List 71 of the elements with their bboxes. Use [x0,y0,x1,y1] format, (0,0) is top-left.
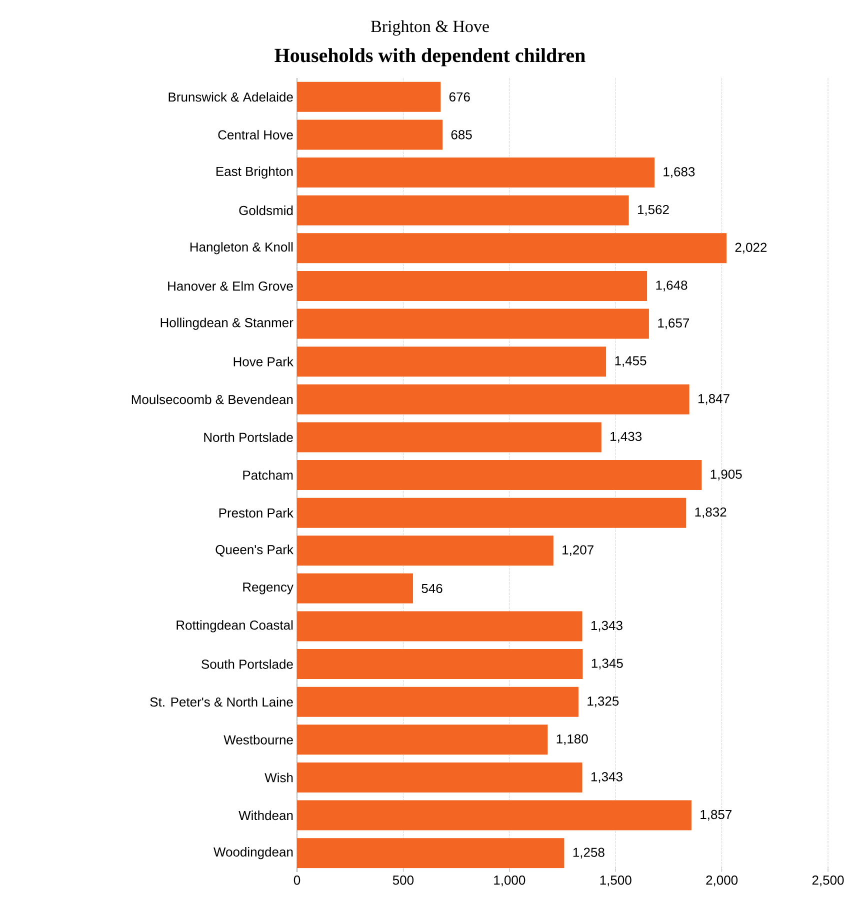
bar [297,120,442,150]
bar [297,82,441,112]
y-tick-label: Patcham [243,470,293,480]
y-tick-label: Withdean [238,810,293,820]
x-tick-label: 2,500 [812,876,844,886]
y-tick-label: North Portslade [204,432,293,442]
y-tick-label: Woodingdean [214,847,293,860]
bar [297,498,686,528]
data-label: 1,455 [615,356,646,367]
data-label: 1,343 [591,620,622,632]
data-label: 1,433 [610,432,642,443]
bar [297,233,726,264]
y-tick-label: Hanover & Elm Grove [168,281,293,291]
data-label: 1,562 [638,204,669,216]
bar [297,308,649,339]
data-label: 1,345 [592,658,623,670]
data-label: 1,648 [656,280,688,292]
y-tick-label: South Portslade [202,659,293,669]
y-tick-label: Hangleton & Knoll [190,242,293,254]
x-tick-label: 500 [392,876,414,885]
data-label: 1,207 [562,545,594,556]
data-label: 1,657 [658,318,690,330]
data-label: 676 [449,92,470,102]
y-tick-label: Central Hove [218,130,293,140]
data-label: 1,180 [556,734,588,746]
data-label: 685 [451,130,472,140]
data-label: 1,258 [573,848,604,858]
y-tick-label: Hove Park [234,356,294,366]
data-label: 1,683 [664,167,695,178]
bar [297,536,554,566]
bar [297,686,578,717]
y-tick-label: Brunswick & Adelaide [168,92,293,102]
x-tick-label: 2,000 [706,876,738,886]
chart-subtitle: Households with dependent children [274,48,586,66]
data-label: 1,343 [591,772,622,783]
y-tick-label: Hollingdean & Stanmer [160,318,294,330]
bar [297,762,582,792]
data-label: 2,022 [735,242,767,254]
bar [297,270,648,301]
bar [297,195,629,226]
y-tick-label: Moulsecoomb & Bevendean [132,394,293,404]
x-tick-label: 1,000 [494,876,526,886]
data-label: 1,847 [698,394,730,405]
y-tick-label: Wish [264,772,293,782]
y-tick-label: East Brighton [216,166,293,179]
data-label: 1,325 [588,696,619,708]
data-label: 1,832 [695,507,726,518]
y-tick-label: Preston Park [219,508,294,518]
bar [297,838,564,868]
data-label: 1,857 [700,810,732,821]
data-label: 1,905 [710,470,742,480]
bar [297,384,690,414]
y-tick-label: Westbourne [224,734,293,744]
bar [297,460,702,490]
bar [297,422,602,452]
bar [297,573,413,604]
bar [297,649,583,680]
bar [297,724,548,755]
y-tick-label: Goldsmid [239,206,293,216]
y-tick-label: St. Peter's & North Laine [150,697,293,707]
y-tick-label: Regency [243,582,294,594]
bar [297,611,582,642]
y-tick-label: Rottingdean Coastal [176,620,293,632]
bar [297,158,654,188]
x-tick-label: 0 [294,876,300,885]
bar [297,346,606,377]
x-tick-label: 1,500 [600,876,632,886]
bar [297,800,692,830]
data-label: 546 [422,584,442,594]
y-tick-label: Queen's Park [216,544,294,557]
chart-title: Brighton & Hove [370,20,489,36]
